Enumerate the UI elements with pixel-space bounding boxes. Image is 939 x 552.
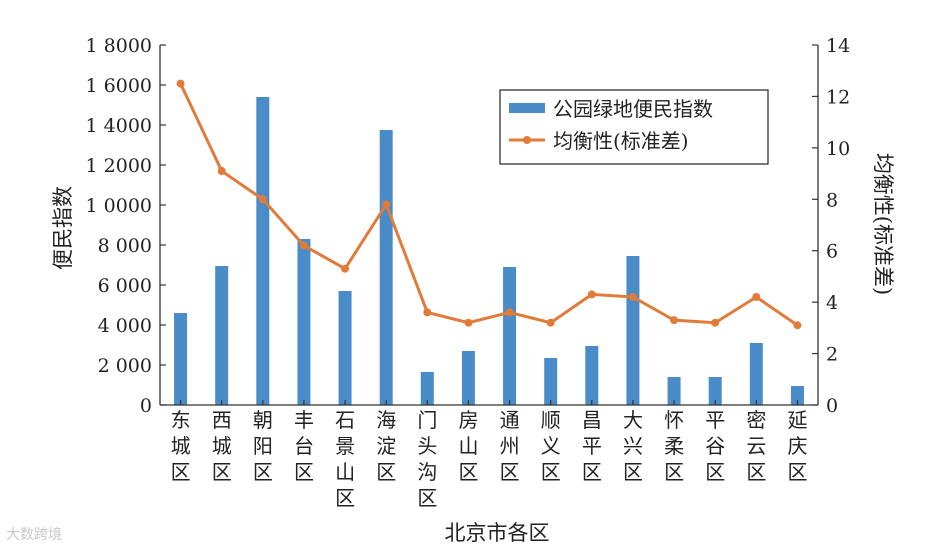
line-point-13 bbox=[670, 316, 679, 325]
line-point-14 bbox=[711, 318, 720, 327]
y-left-tick-label: 1 4000 bbox=[86, 115, 152, 137]
x-tick-label: 门头沟区 bbox=[417, 408, 437, 510]
bar-5 bbox=[338, 291, 352, 405]
bar-1 bbox=[174, 313, 188, 405]
x-tick-label: 朝阳区 bbox=[253, 408, 273, 484]
x-tick-label: 房山区 bbox=[458, 408, 478, 484]
y-left-tick-label: 1 8000 bbox=[86, 35, 152, 57]
line-point-11 bbox=[587, 290, 596, 299]
bar-14 bbox=[708, 377, 722, 405]
bar-9 bbox=[503, 267, 517, 405]
line-point-5 bbox=[341, 264, 350, 273]
x-tick-label: 密云区 bbox=[746, 408, 766, 484]
y-left-tick-label: 0 bbox=[140, 395, 152, 417]
watermark: 大数跨境 bbox=[6, 527, 62, 543]
bar-series bbox=[174, 97, 804, 405]
y-left-tick-label: 1 6000 bbox=[86, 75, 152, 97]
y-left-tick-label: 2 000 bbox=[98, 355, 152, 377]
y-right-tick-label: 4 bbox=[826, 292, 838, 314]
y-left-tick-label: 6 000 bbox=[98, 275, 152, 297]
x-axis-label: 北京市各区 bbox=[445, 521, 550, 545]
legend-box bbox=[499, 89, 769, 165]
x-tick-label: 东城区 bbox=[171, 408, 191, 484]
legend-bar-swatch bbox=[509, 103, 545, 113]
line-point-8 bbox=[464, 318, 473, 327]
y-right-tick-label: 0 bbox=[826, 395, 838, 417]
line-point-9 bbox=[505, 308, 514, 317]
bar-12 bbox=[626, 256, 640, 405]
y-right-tick-label: 8 bbox=[826, 189, 838, 211]
line-point-3 bbox=[258, 195, 267, 204]
x-tick-label: 海淀区 bbox=[376, 408, 396, 484]
y-left-tick-label: 8 000 bbox=[98, 235, 152, 257]
bar-11 bbox=[585, 346, 599, 405]
bar-6 bbox=[379, 130, 393, 405]
y-left-tick-label: 1 0000 bbox=[86, 195, 152, 217]
y-left-tick-label: 4 000 bbox=[98, 315, 152, 337]
bar-13 bbox=[667, 377, 681, 405]
line-point-15 bbox=[752, 293, 761, 301]
bar-8 bbox=[461, 351, 475, 405]
line-point-16 bbox=[793, 321, 802, 330]
y-right-tick-label: 2 bbox=[826, 344, 838, 366]
line-series bbox=[176, 79, 802, 330]
series-line bbox=[179, 82, 799, 327]
x-tick-label: 平谷区 bbox=[705, 408, 725, 484]
x-tick-label: 昌平区 bbox=[582, 408, 602, 484]
line-point-1 bbox=[176, 79, 185, 88]
x-tick-label: 通州区 bbox=[500, 408, 520, 484]
legend-label-bar: 公园绿地便民指数 bbox=[553, 97, 713, 121]
bar-15 bbox=[749, 343, 763, 405]
x-tick-label: 石景山区 bbox=[335, 408, 355, 510]
line-point-2 bbox=[217, 167, 226, 175]
legend-line-marker bbox=[523, 136, 531, 144]
x-tick-label: 延庆区 bbox=[787, 408, 807, 484]
x-tick-label: 顺义区 bbox=[541, 408, 561, 484]
bar-7 bbox=[420, 372, 434, 405]
x-tick-label: 怀柔区 bbox=[664, 408, 684, 484]
y-axis-right-label: 均衡性(标准差) bbox=[871, 153, 895, 295]
line-point-10 bbox=[546, 318, 555, 327]
bar-16 bbox=[790, 386, 804, 405]
line-point-7 bbox=[423, 308, 432, 317]
x-tick-label: 西城区 bbox=[212, 408, 232, 484]
line-point-12 bbox=[628, 293, 637, 301]
y-right-tick-label: 14 bbox=[826, 35, 850, 57]
y-right-tick-label: 6 bbox=[826, 241, 838, 263]
bar-2 bbox=[215, 266, 229, 405]
x-tick-label: 大兴区 bbox=[623, 408, 643, 484]
bar-3 bbox=[256, 97, 270, 405]
y-axis-left-label: 便民指数 bbox=[51, 186, 75, 270]
axes: 0 2 000 4 000 6 000 8 000 1 0000 1 2000 1 4000 1… bbox=[86, 35, 851, 510]
bar-10 bbox=[544, 358, 558, 405]
legend-label-line: 均衡性(标准差) bbox=[553, 129, 689, 153]
y-right-tick-label: 10 bbox=[826, 138, 850, 160]
x-tick-label: 丰台区 bbox=[294, 408, 314, 484]
y-left-tick-label: 1 2000 bbox=[86, 155, 152, 177]
bar-4 bbox=[297, 239, 311, 405]
y-right-tick-label: 12 bbox=[826, 86, 850, 108]
line-point-4 bbox=[299, 241, 308, 250]
line-point-6 bbox=[382, 200, 391, 209]
